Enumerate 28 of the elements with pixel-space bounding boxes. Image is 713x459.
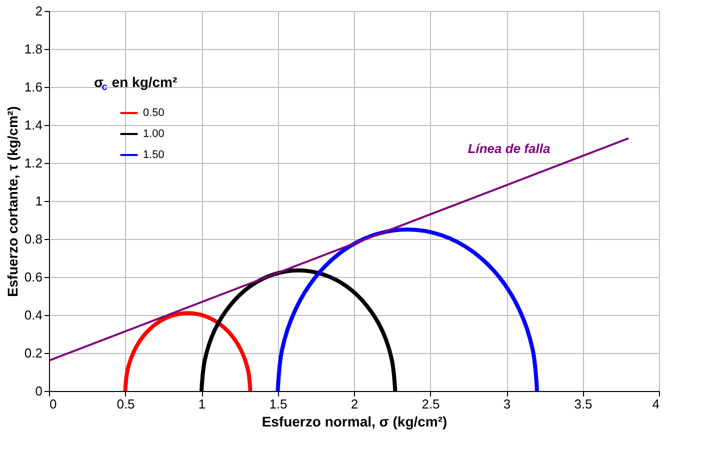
y-tick-label: 1.4	[24, 118, 42, 132]
y-tick-label: 1.8	[24, 42, 42, 56]
x-tick-label: 0	[50, 396, 57, 412]
x-tick-label: 1	[198, 396, 206, 412]
x-tick-label: 4	[652, 396, 660, 412]
y-tick-label: 1.2	[24, 156, 42, 170]
y-tick-label: 0.8	[24, 232, 42, 246]
legend-label: 0.50	[143, 107, 164, 119]
legend-label: 1.50	[143, 149, 164, 161]
x-axis-title: Esfuerzo normal, σ (kg/cm²)	[262, 414, 448, 430]
x-tick-label: 2	[350, 396, 358, 412]
y-tick-label: 1	[35, 194, 42, 208]
x-tick-label: 1.5	[269, 396, 288, 412]
annotation: Línea de falla	[468, 141, 550, 156]
x-tick-label: 3	[503, 396, 511, 412]
y-tick-label: 0.6	[24, 270, 42, 284]
y-tick-label: 2	[35, 4, 42, 18]
y-tick-label: 0.4	[24, 308, 42, 322]
y-tick-label: 0.2	[24, 346, 42, 360]
legend-label: 1.00	[143, 128, 164, 140]
line-series	[276, 228, 539, 393]
x-tick-label: 3.5	[574, 396, 592, 412]
x-tick-label: 0.5	[116, 396, 135, 412]
x-tick-label: 2.5	[422, 396, 440, 412]
line-series	[123, 311, 252, 393]
y-tick-label: 0	[35, 384, 42, 398]
y-tick-label: 1.6	[24, 80, 42, 94]
y-axis-title: Esfuerzo cortante, τ (kg/cm²)	[4, 106, 20, 297]
